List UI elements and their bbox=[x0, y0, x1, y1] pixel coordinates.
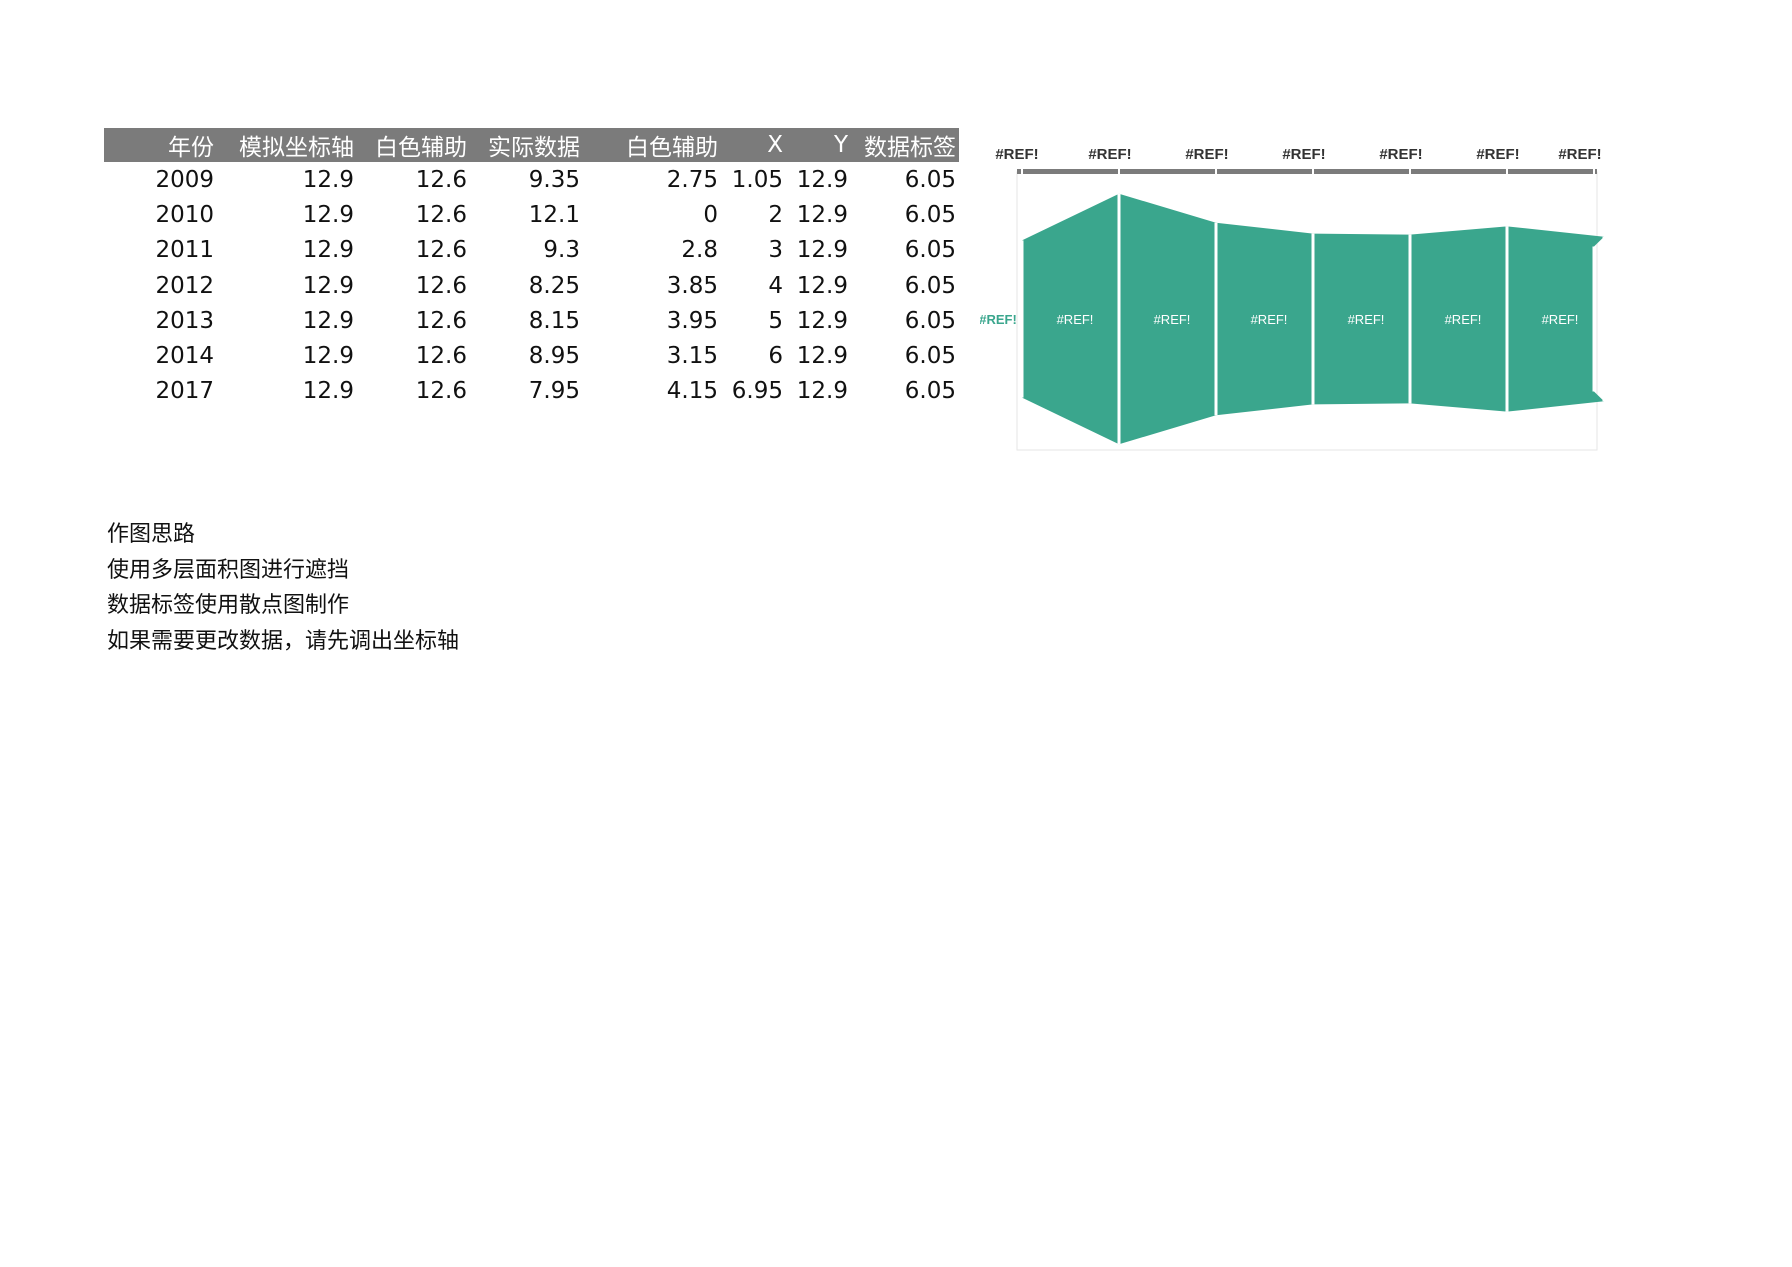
table-cell[interactable]: 6.05 bbox=[904, 307, 956, 334]
table-cell[interactable]: 12.9 bbox=[796, 201, 848, 228]
table-cell[interactable]: 12.9 bbox=[302, 201, 354, 228]
table-cell[interactable]: 6.05 bbox=[904, 272, 956, 299]
table-cell[interactable]: 6.95 bbox=[731, 378, 783, 405]
table-cell[interactable]: 2.75 bbox=[666, 166, 718, 193]
table-cell[interactable]: 12.9 bbox=[302, 237, 354, 264]
table-cell[interactable]: 6.05 bbox=[904, 237, 956, 264]
table-cell[interactable]: 2011 bbox=[155, 237, 214, 264]
top-data-label: #REF! bbox=[995, 146, 1038, 163]
table-cell[interactable]: 12.9 bbox=[302, 307, 354, 334]
table-cell[interactable]: 3 bbox=[768, 237, 783, 264]
table-cell[interactable]: 12.9 bbox=[796, 307, 848, 334]
table-cell[interactable]: 4 bbox=[768, 272, 783, 299]
table-row: 2014 12.9 12.6 8.95 3.15 6 12.9 6.05 bbox=[104, 338, 959, 373]
top-data-label: #REF! bbox=[1476, 146, 1519, 163]
table-cell[interactable]: 8.15 bbox=[528, 307, 580, 334]
table-cell[interactable]: 6.05 bbox=[904, 166, 956, 193]
table-cell[interactable]: 12.9 bbox=[302, 378, 354, 405]
area-chart: #REF! #REF! #REF! #REF! #REF! #REF! #REF! #REF!… bbox=[980, 146, 1606, 451]
top-axis-bar bbox=[1017, 169, 1597, 174]
table-cell[interactable]: 12.9 bbox=[796, 166, 848, 193]
header-cell: 白色辅助 bbox=[583, 128, 721, 162]
table-cell[interactable]: 8.25 bbox=[528, 272, 580, 299]
center-data-label: #REF! bbox=[1445, 312, 1482, 327]
table-cell[interactable]: 3.15 bbox=[666, 343, 718, 370]
table-row: 2012 12.9 12.6 8.25 3.85 4 12.9 6.05 bbox=[104, 268, 959, 303]
data-table: 年份 模拟坐标轴 白色辅助 实际数据 白色辅助 X Y 数据标签 2009 12… bbox=[104, 128, 959, 409]
header-cell: Y bbox=[786, 128, 851, 162]
table-cell[interactable]: 12.9 bbox=[796, 343, 848, 370]
table-cell[interactable]: 2.8 bbox=[681, 237, 718, 264]
table-row: 2017 12.9 12.6 7.95 4.15 6.95 12.9 6.05 bbox=[104, 374, 959, 409]
table-cell[interactable]: 12.6 bbox=[415, 237, 467, 264]
table-cell[interactable]: 3.85 bbox=[666, 272, 718, 299]
table-cell[interactable]: 12.9 bbox=[302, 272, 354, 299]
table-cell[interactable]: 6.05 bbox=[904, 201, 956, 228]
table-cell[interactable]: 12.9 bbox=[302, 166, 354, 193]
top-data-label: #REF! bbox=[1282, 146, 1325, 163]
table-cell[interactable]: 12.1 bbox=[528, 201, 580, 228]
table-cell[interactable]: 12.6 bbox=[415, 201, 467, 228]
table-cell[interactable]: 12.6 bbox=[415, 343, 467, 370]
center-data-label: #REF! bbox=[1542, 312, 1579, 327]
table-cell[interactable]: 8.95 bbox=[528, 343, 580, 370]
note-line: 作图思路 bbox=[107, 522, 196, 547]
table-cell[interactable]: 3.95 bbox=[666, 307, 718, 334]
table-cell[interactable]: 5 bbox=[768, 307, 783, 334]
table-cell[interactable]: 6.05 bbox=[904, 343, 956, 370]
table-cell[interactable]: 6 bbox=[768, 343, 783, 370]
note-line: 数据标签使用散点图制作 bbox=[107, 593, 350, 618]
table-cell[interactable]: 9.35 bbox=[528, 166, 580, 193]
table-cell[interactable]: 2013 bbox=[155, 307, 214, 334]
note-line: 使用多层面积图进行遮挡 bbox=[107, 557, 350, 583]
header-cell: 白色辅助 bbox=[357, 128, 470, 162]
top-data-label: #REF! bbox=[1379, 146, 1422, 163]
table-cell[interactable]: 2014 bbox=[155, 343, 214, 370]
header-cell: X bbox=[721, 128, 786, 162]
table-cell[interactable]: 12.6 bbox=[415, 272, 467, 299]
table-cell[interactable]: 12.9 bbox=[796, 237, 848, 264]
table-cell[interactable]: 2 bbox=[768, 201, 783, 228]
table-cell[interactable]: 7.95 bbox=[528, 378, 580, 405]
table-cell[interactable]: 9.3 bbox=[543, 237, 580, 264]
table-row: 2011 12.9 12.6 9.3 2.8 3 12.9 6.05 bbox=[104, 233, 959, 268]
top-data-label: #REF! bbox=[1558, 146, 1601, 163]
header-cell: 实际数据 bbox=[470, 128, 583, 162]
table-cell[interactable]: 2010 bbox=[155, 201, 214, 228]
header-cell: 模拟坐标轴 bbox=[217, 128, 357, 162]
table-cell[interactable]: 2009 bbox=[155, 166, 214, 193]
table-cell[interactable]: 12.9 bbox=[302, 343, 354, 370]
header-cell: 年份 bbox=[104, 128, 217, 162]
table-cell[interactable]: 12.6 bbox=[415, 166, 467, 193]
table-cell[interactable]: 6.05 bbox=[904, 378, 956, 405]
table-cell[interactable]: 1.05 bbox=[731, 166, 783, 193]
center-data-label: #REF! bbox=[980, 312, 1017, 327]
header-cell: 数据标签 bbox=[851, 128, 959, 162]
center-data-label: #REF! bbox=[1154, 312, 1191, 327]
center-data-label: #REF! bbox=[1348, 312, 1385, 327]
table-cell[interactable]: 12.9 bbox=[796, 378, 848, 405]
table-row: 2009 12.9 12.6 9.35 2.75 1.05 12.9 6.05 bbox=[104, 162, 959, 197]
table-row: 2010 12.9 12.6 12.1 0 2 12.9 6.05 bbox=[104, 197, 959, 232]
center-data-label: #REF! bbox=[1251, 312, 1288, 327]
table-cell[interactable]: 12.6 bbox=[415, 307, 467, 334]
center-data-label: #REF! bbox=[1057, 312, 1094, 327]
table-header-row: 年份 模拟坐标轴 白色辅助 实际数据 白色辅助 X Y 数据标签 bbox=[104, 128, 959, 162]
note-line: 如果需要更改数据，请先调出坐标轴 bbox=[107, 628, 460, 654]
notes-block: 作图思路 使用多层面积图进行遮挡 数据标签使用散点图制作 如果需要更改数据，请先… bbox=[107, 517, 459, 659]
table-cell[interactable]: 12.9 bbox=[796, 272, 848, 299]
table-cell[interactable]: 4.15 bbox=[666, 378, 718, 405]
table-row: 2013 12.9 12.6 8.15 3.95 5 12.9 6.05 bbox=[104, 303, 959, 338]
table-cell[interactable]: 0 bbox=[703, 201, 718, 228]
table-cell[interactable]: 2017 bbox=[155, 378, 214, 405]
top-data-label: #REF! bbox=[1088, 146, 1131, 163]
table-cell[interactable]: 2012 bbox=[155, 272, 214, 299]
table-cell[interactable]: 12.6 bbox=[415, 378, 467, 405]
top-data-label: #REF! bbox=[1185, 146, 1228, 163]
